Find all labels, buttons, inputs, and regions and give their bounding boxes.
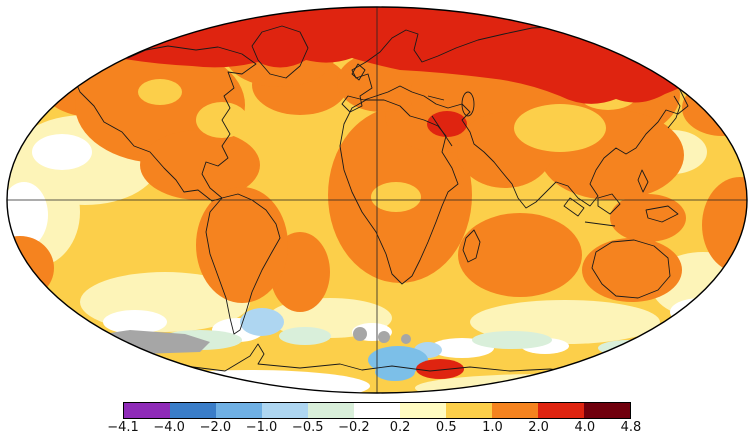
coastline-antarctica xyxy=(114,343,663,383)
coastline-sumatra xyxy=(563,197,585,217)
coastline-eurasia xyxy=(341,25,689,209)
colorbar-tick-label: −2.0 xyxy=(199,420,232,435)
antarctic-red-spot xyxy=(416,359,464,379)
map-border xyxy=(6,6,748,394)
colorbar-tick-label: 0.2 xyxy=(389,420,411,435)
colorbar-segment-2 xyxy=(216,403,262,418)
world-map-area xyxy=(6,6,748,394)
colorbar-area: −4.1 −4.0 −2.0 −1.0 −0.5 −0.2 0.2 0.5 1.0 2.0 4.0 4… xyxy=(107,402,641,439)
colorbar-tick-label: 1.0 xyxy=(482,420,503,435)
coastline-south-america xyxy=(205,193,281,335)
coastline-australia xyxy=(591,239,671,299)
persian-gulf-hotspot xyxy=(427,111,467,137)
colorbar-segment-6 xyxy=(400,403,446,418)
colorbar-segment-3 xyxy=(262,403,308,418)
colorbar-segment-10 xyxy=(584,403,630,418)
anomaly-fields xyxy=(7,7,747,393)
coastline-africa xyxy=(339,99,459,285)
coastline-philippines xyxy=(637,169,649,193)
colorbar-segment-9 xyxy=(538,403,584,418)
colorbar-segment-0 xyxy=(124,403,170,418)
colorbar-tick-label: 4.0 xyxy=(574,420,596,435)
coastline-new-zealand-north xyxy=(707,297,715,317)
colorbar-segment-8 xyxy=(492,403,538,418)
colorbar-segment-5 xyxy=(354,403,400,418)
world-map xyxy=(6,6,748,394)
colorbar-segment-4 xyxy=(308,403,354,418)
coastline-red-sea xyxy=(431,115,453,147)
colorbar-tick-label: 4.8 xyxy=(620,420,642,435)
coastline-greenland xyxy=(251,25,309,79)
coastline-new-zealand-south xyxy=(699,317,710,335)
coastlines xyxy=(71,25,715,383)
coastline-japan xyxy=(667,95,681,129)
colorbar-tick-label: −0.2 xyxy=(338,420,370,435)
coastline-borneo xyxy=(597,193,621,215)
colorbar-tick-label: −4.0 xyxy=(153,420,185,435)
coastline-black-sea xyxy=(427,95,445,101)
colorbar-tick-label: −1.0 xyxy=(245,420,278,435)
graticule xyxy=(7,7,747,393)
colorbar-tick-label: −0.5 xyxy=(291,420,324,435)
coastline-java xyxy=(584,221,616,227)
colorbar-segment-1 xyxy=(170,403,216,418)
coastline-caspian-sea xyxy=(461,91,475,117)
colorbar-segment-7 xyxy=(446,403,492,418)
coastline-new-guinea xyxy=(645,205,679,223)
coastline-north-america xyxy=(71,45,257,202)
colorbar-tick-label: 0.5 xyxy=(435,420,457,435)
coastline-madagascar xyxy=(462,229,481,263)
colorbar-tick-label: −4.1 xyxy=(107,420,139,435)
colorbar xyxy=(123,402,631,419)
colorbar-ticks: −4.1 −4.0 −2.0 −1.0 −0.5 −0.2 0.2 0.5 1.0 2.0 4.0 4… xyxy=(107,419,641,439)
colorbar-tick-label: 2.0 xyxy=(528,420,549,435)
